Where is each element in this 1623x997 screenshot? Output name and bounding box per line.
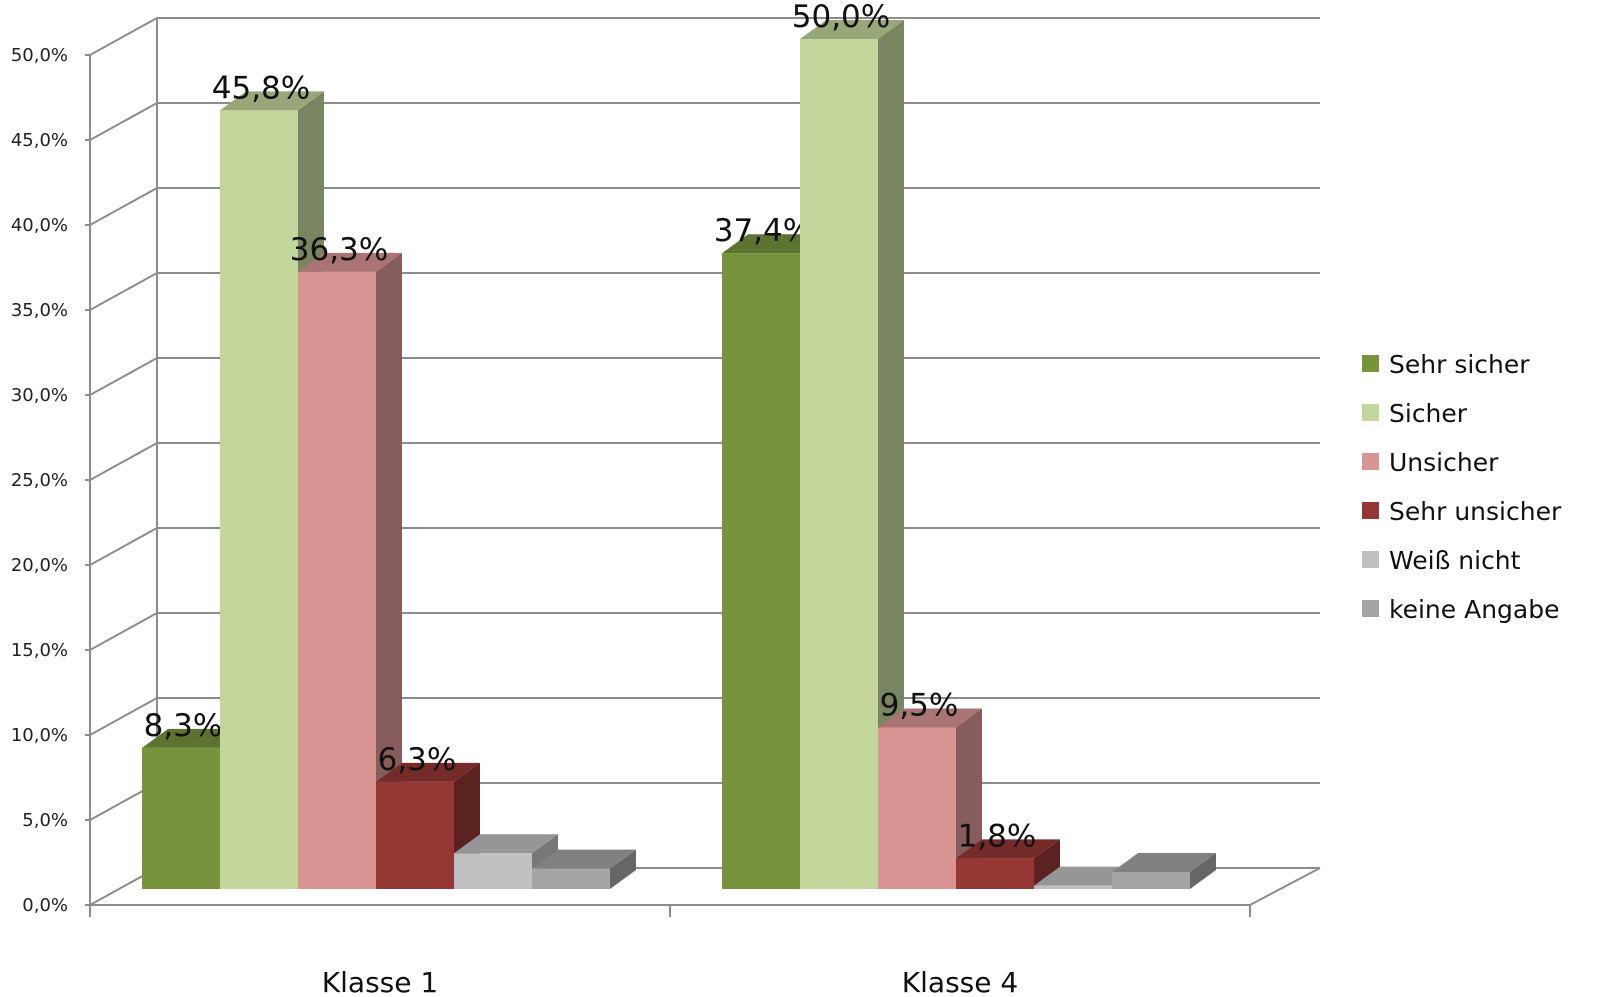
y-tick-label: 45,0% xyxy=(11,130,68,151)
gridline-side xyxy=(89,697,158,736)
gridline-side xyxy=(89,357,158,396)
data-label: 8,3% xyxy=(144,708,223,744)
bar-side xyxy=(1034,839,1060,889)
legend-label: Weiß nicht xyxy=(1389,546,1521,575)
bar-front xyxy=(298,271,376,889)
bar-top xyxy=(878,708,982,728)
bar-front xyxy=(878,727,956,889)
bar-front xyxy=(800,39,878,889)
bar xyxy=(878,708,982,889)
gridline-side xyxy=(89,442,158,481)
bar xyxy=(956,839,1060,889)
bar-front xyxy=(1112,872,1190,889)
bar-front xyxy=(722,253,800,889)
bar-side xyxy=(1190,853,1216,889)
legend-label: Sehr unsicher xyxy=(1389,497,1562,526)
gridline-side xyxy=(89,612,158,651)
bar xyxy=(298,252,402,889)
legend-swatch xyxy=(1362,355,1379,372)
bar-front xyxy=(956,858,1034,889)
legend-swatch xyxy=(1362,404,1379,421)
data-label: 9,5% xyxy=(880,688,959,724)
y-tick-label: 0,0% xyxy=(22,895,68,916)
legend-swatch xyxy=(1362,551,1379,568)
bar xyxy=(532,849,636,889)
gridline-side xyxy=(89,187,158,226)
legend-label: keine Angabe xyxy=(1389,595,1559,624)
bar-side xyxy=(376,252,402,889)
legend-swatch xyxy=(1362,453,1379,470)
bar xyxy=(1112,853,1216,889)
bar-side xyxy=(610,849,636,889)
gridline-side xyxy=(89,527,158,566)
data-label: 1,8% xyxy=(958,818,1037,854)
bar-side xyxy=(878,20,904,889)
bar-side xyxy=(956,708,982,889)
legend-label: Sehr sicher xyxy=(1389,350,1530,379)
data-label: 6,3% xyxy=(378,742,457,778)
bar-top xyxy=(454,834,558,854)
x-category-label: Klasse 4 xyxy=(902,966,1018,997)
bar xyxy=(376,762,480,889)
data-label: 45,8% xyxy=(212,70,310,106)
bar-front xyxy=(220,110,298,889)
gridline-side xyxy=(89,17,158,56)
legend-label: Unsicher xyxy=(1389,448,1499,477)
floor-edge xyxy=(1249,867,1321,906)
y-tick-label: 25,0% xyxy=(11,470,68,491)
bar-top xyxy=(956,839,1060,859)
bar-front xyxy=(1034,885,1112,889)
legend-label: Sicher xyxy=(1389,399,1468,428)
y-tick-label: 30,0% xyxy=(11,385,68,406)
y-tick-label: 20,0% xyxy=(11,555,68,576)
y-tick-label: 15,0% xyxy=(11,640,68,661)
bar-top xyxy=(1112,853,1216,872)
bar-top xyxy=(532,849,636,869)
legend-swatch xyxy=(1362,600,1379,617)
gridline-side xyxy=(89,272,158,311)
x-category-label: Klasse 1 xyxy=(322,966,438,997)
legend-swatch xyxy=(1362,502,1379,519)
y-tick-label: 50,0% xyxy=(11,45,68,66)
bar-front xyxy=(376,781,454,889)
bar-front xyxy=(142,747,220,889)
y-tick-label: 10,0% xyxy=(11,725,68,746)
y-tick-label: 5,0% xyxy=(22,810,68,831)
bar-top xyxy=(376,762,480,782)
y-tick-label: 35,0% xyxy=(11,300,68,321)
y-tick-label: 40,0% xyxy=(11,215,68,236)
bar xyxy=(800,20,904,889)
data-label: 37,4% xyxy=(714,213,812,249)
data-label: 36,3% xyxy=(290,232,388,268)
data-label: 50,0% xyxy=(792,0,890,35)
bar-top xyxy=(298,252,402,272)
gridline-side xyxy=(89,102,158,141)
bar-top xyxy=(220,91,324,111)
bar-front xyxy=(454,853,532,889)
bar-front xyxy=(532,868,610,889)
bar-top xyxy=(800,20,904,39)
